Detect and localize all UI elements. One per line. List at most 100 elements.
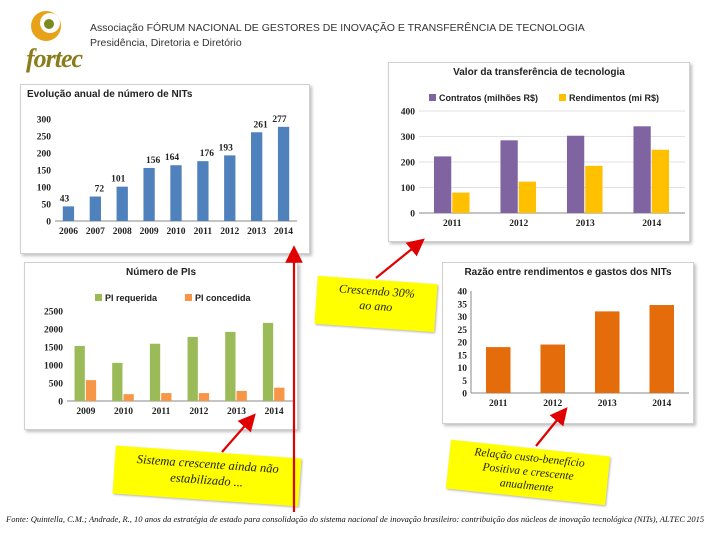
nits-ytick: 0 (46, 218, 51, 228)
arrow-to-ratio-chart (535, 407, 568, 447)
nits-data-label: 72 (95, 185, 105, 195)
pis-xtick: 2009 (76, 407, 95, 417)
pis-legend-swatch (95, 294, 102, 301)
nits-bar (197, 161, 209, 221)
nits-ytick: 100 (37, 184, 52, 194)
header-subtitle: Presidência, Diretoria e Diretório (90, 37, 242, 49)
nits-ytick: 300 (37, 116, 52, 126)
pis-ytick: 2500 (44, 308, 63, 318)
nits-chart: Evolução anual de número de NITs 0 50 100 15… (27, 89, 297, 237)
pis-bar (161, 393, 172, 401)
nits-chart-panel: Evolução anual de número de NITs 0 50 100 15… (20, 84, 310, 254)
ratio-ytick: 20 (458, 339, 468, 349)
nits-xtick: 2011 (194, 227, 213, 237)
ratio-bar (485, 347, 511, 393)
ratio-ytick: 25 (458, 326, 468, 336)
nits-title: Evolução anual de número de NITs (27, 89, 193, 100)
nits-xtick: 2010 (167, 227, 186, 237)
arrow-to-pis-chart (221, 413, 256, 453)
arrow-to-transfer-chart (375, 238, 425, 279)
ratio-bar (540, 344, 566, 393)
ratio-bar (594, 311, 620, 393)
ratio-bar (649, 305, 675, 393)
transfer-chart: Valor da transferência de tecnologia 0 100… (401, 67, 685, 229)
nits-data-label: 43 (60, 194, 70, 204)
nits-xtick: 2013 (247, 227, 266, 237)
fortec-logo: fortec (12, 6, 83, 73)
ratio-ytick: 30 (458, 313, 468, 323)
nits-xtick: 2008 (113, 227, 132, 237)
transfer-ytick: 200 (401, 159, 416, 169)
ratio-xtick: 2014 (652, 399, 671, 409)
transfer-ytick: 400 (401, 108, 416, 118)
transfer-legend-swatch (559, 94, 566, 101)
ratio-chart: Razão entre rendimentos e gastos dos NIT… (458, 267, 689, 409)
pis-ytick: 1500 (44, 344, 63, 354)
transfer-bar (518, 181, 537, 213)
pis-ytick: 1000 (44, 362, 63, 372)
transfer-bar (433, 156, 452, 213)
ratio-ytick: 40 (458, 288, 468, 298)
nits-xtick: 2012 (220, 227, 239, 237)
pis-legend-swatch (185, 294, 192, 301)
transfer-bar (585, 165, 603, 213)
pis-xtick: 2010 (114, 407, 133, 417)
pis-ytick: 0 (58, 398, 63, 408)
nits-bar (251, 132, 263, 221)
pis-chart: Número de PIs 0 500 1000 1500 2000 2500 PI requ… (44, 267, 293, 417)
nits-ytick: 200 (37, 150, 52, 160)
ratio-xtick: 2011 (489, 399, 508, 409)
transfer-xtick: 2013 (576, 219, 595, 229)
nits-data-label: 261 (254, 120, 269, 130)
nits-ytick: 50 (42, 201, 52, 211)
pis-xtick: 2014 (265, 407, 284, 417)
transfer-ytick: 100 (401, 184, 416, 194)
nits-data-label: 176 (200, 149, 215, 159)
ratio-xtick: 2012 (543, 399, 562, 409)
nits-ytick: 250 (37, 133, 52, 143)
nits-data-label: 164 (165, 153, 180, 163)
pis-bar (225, 331, 236, 401)
pis-xtick: 2013 (227, 407, 246, 417)
nits-xtick: 2006 (59, 227, 78, 237)
pis-bar (262, 322, 274, 401)
pis-bar (85, 380, 97, 401)
nits-bar (170, 165, 182, 221)
transfer-bar (651, 149, 670, 213)
transfer-bar (500, 140, 518, 213)
nits-xtick: 2014 (274, 227, 293, 237)
pis-bar (274, 387, 285, 401)
pis-chart-panel: Número de PIs 0 500 1000 1500 2000 2500 PI requ… (24, 262, 298, 430)
pis-bar (74, 345, 85, 401)
nits-data-label: 193 (219, 143, 234, 153)
transfer-chart-panel: Valor da transferência de tecnologia 0 100… (388, 62, 690, 242)
pis-bar (123, 394, 134, 401)
nits-data-label: 156 (146, 156, 161, 166)
transfer-bar (452, 192, 470, 213)
nits-data-label: 277 (272, 115, 287, 125)
pis-title: Número de PIs (126, 267, 196, 278)
transfer-xtick: 2011 (443, 219, 462, 229)
ratio-ytick: 15 (458, 351, 468, 361)
pis-bar (198, 393, 210, 401)
transfer-legend-label: Rendimentos (mi R$) (569, 93, 659, 103)
nits-bar (143, 167, 155, 221)
transfer-xtick: 2014 (642, 219, 661, 229)
nits-xtick: 2009 (140, 227, 159, 237)
pis-bar (236, 390, 247, 401)
transfer-title: Valor da transferência de tecnologia (453, 67, 625, 78)
transfer-xtick: 2012 (509, 219, 528, 229)
pis-ytick: 500 (49, 380, 64, 390)
source-citation: Fonte: Quintella, C.M.; Andrade, R., 10 … (6, 514, 705, 524)
ratio-ytick: 0 (462, 390, 467, 400)
nits-bar (224, 155, 236, 221)
pis-bar (149, 343, 161, 401)
pis-xtick: 2012 (189, 407, 208, 417)
ratio-xtick: 2013 (598, 399, 617, 409)
ratio-title: Razão entre rendimentos e gastos dos NIT… (464, 267, 672, 278)
transfer-legend-label: Contratos (milhões R$) (439, 93, 538, 103)
transfer-ytick: 0 (410, 210, 415, 220)
nits-bar (62, 206, 75, 221)
header-org-title: Associação FÓRUM NACIONAL DE GESTORES DE… (90, 22, 585, 34)
